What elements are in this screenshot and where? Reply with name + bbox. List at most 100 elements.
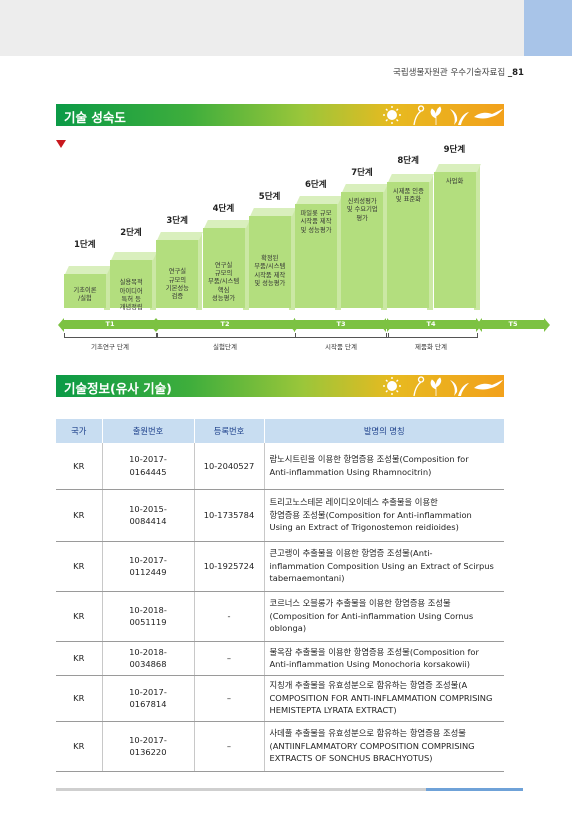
step-description: 연구실 규모의 부품/시스템 핵심 성능평가 bbox=[208, 261, 240, 303]
stage-bar: T4 bbox=[386, 320, 476, 329]
stage-label: T4 bbox=[426, 320, 436, 328]
maturity-staircase: 기초이론 /실험 1단계 실용목적 아이디어 특허 등 개념정립 2단계 연구실 규모의… bbox=[56, 140, 550, 355]
table-row: KR 10-2017- 0112449 10-1925724 큰고랭이 추출물을 이용… bbox=[56, 541, 504, 592]
step-description: 기초이론 /실험 bbox=[73, 286, 97, 303]
cell-registration-no: – bbox=[194, 641, 265, 676]
table-row: KR 10-2017- 0164445 10-2040527 람노시트린을 이용한 항… bbox=[56, 443, 504, 490]
cell-application-no: 10-2017- 0164445 bbox=[102, 443, 195, 490]
maturity-banner: 기술 성숙도 bbox=[56, 104, 504, 126]
cell-invention-title: 코르너스 오블롱가 추출물을 이용한 항염증용 조성물 (Composition… bbox=[264, 591, 504, 642]
step-block bbox=[295, 204, 337, 308]
step-block bbox=[387, 182, 430, 308]
nature-decoration-icon bbox=[383, 105, 503, 126]
step-top bbox=[296, 196, 342, 204]
step-block bbox=[110, 260, 153, 308]
stage-arrow-left bbox=[289, 317, 295, 332]
stage-arrow-right bbox=[544, 317, 550, 332]
cell-application-no: 10-2017- 0112449 bbox=[102, 541, 195, 592]
step-side bbox=[104, 268, 110, 310]
cell-registration-no: 10-2040527 bbox=[194, 443, 265, 490]
step-side bbox=[242, 222, 249, 310]
cell-country: KR bbox=[56, 675, 103, 722]
table-row: KR 10-2017- 0167814– 지칭개 추출물을 유효성분으로 함유하는 … bbox=[56, 675, 504, 722]
footer-rule bbox=[56, 788, 426, 791]
cell-application-no: 10-2017- 0167814 bbox=[102, 675, 195, 722]
step-top bbox=[342, 184, 389, 192]
phase-bracket bbox=[386, 333, 478, 338]
book-title: 국립생물자원관 우수기술자료집 bbox=[393, 68, 506, 78]
stage-label: T5 bbox=[508, 320, 518, 328]
step-description: 연구실 규모의 기본성능 검증 bbox=[165, 268, 189, 301]
stage-bar: T3 bbox=[295, 320, 387, 329]
step-top bbox=[157, 232, 204, 240]
phase-bracket bbox=[64, 333, 158, 338]
table-row: KR 10-2018- 0051119- 코르너스 오블롱가 추출물을 이용한 항염… bbox=[56, 591, 504, 642]
footer-accent bbox=[426, 788, 523, 791]
step-description: 신뢰성평가 및 수요기업 평가 bbox=[346, 198, 378, 222]
cell-country: KR bbox=[56, 591, 103, 642]
step-top bbox=[111, 252, 158, 260]
step-top bbox=[249, 208, 296, 216]
cell-invention-title: 사데풀 추출물을 유효성분으로 함유하는 항염증용 조성물 (ANTIINFLA… bbox=[264, 721, 504, 772]
step-side bbox=[150, 254, 157, 310]
step-side bbox=[335, 198, 341, 310]
stage-arrow-left bbox=[476, 317, 482, 332]
cell-country: KR bbox=[56, 721, 103, 772]
step-label: 8단계 bbox=[397, 156, 419, 166]
step-label: 5단계 bbox=[258, 192, 281, 202]
table-row: KR 10-2015- 0084414 10-1735784 트리고노스테몬 레이디오… bbox=[56, 489, 504, 542]
stage-bar: T5 bbox=[482, 320, 544, 329]
step-block bbox=[64, 274, 106, 308]
step-label: 2단계 bbox=[120, 228, 142, 238]
stage-label: T2 bbox=[220, 320, 230, 328]
stage-arrow-left bbox=[380, 317, 386, 332]
cell-registration-no: - bbox=[194, 591, 265, 642]
cell-application-no: 10-2018- 0051119 bbox=[102, 591, 195, 642]
current-step-marker-icon bbox=[56, 140, 66, 148]
phase-label: 기초연구 단계 bbox=[91, 343, 129, 351]
cell-country: KR bbox=[56, 641, 103, 676]
step-top bbox=[434, 164, 481, 172]
table-row: KR 10-2018- 0034868– 물옥잠 추출물을 이용한 항염증용 조성물… bbox=[56, 641, 504, 676]
page-number: 81 bbox=[512, 68, 524, 78]
step-label: 4단계 bbox=[212, 204, 235, 214]
step-label: 1단계 bbox=[74, 240, 96, 250]
phase-bracket bbox=[156, 333, 296, 338]
step-label: 6단계 bbox=[305, 180, 327, 190]
stage-label: T1 bbox=[105, 320, 115, 328]
stage-bar: T1 bbox=[64, 320, 156, 329]
step-description: 시제품 인증 및 표준화 bbox=[392, 188, 424, 204]
stage-bar: T2 bbox=[156, 320, 294, 329]
top-corner-tab bbox=[524, 0, 572, 56]
step-block bbox=[341, 192, 384, 308]
cell-country: KR bbox=[56, 443, 103, 490]
step-side bbox=[427, 176, 434, 310]
stage-arrow-left bbox=[150, 317, 156, 332]
step-label: 3단계 bbox=[166, 216, 188, 226]
cell-invention-title: 지칭개 추출물을 유효성분으로 함유하는 항염증 조성물(A COMPOSITI… bbox=[264, 675, 504, 722]
cell-invention-title: 트리고노스테몬 레이디오이데스 추출물을 이용한 항염증용 조성물(Compos… bbox=[264, 489, 504, 542]
step-top bbox=[65, 266, 111, 274]
phase-label: 실험단계 bbox=[213, 343, 237, 351]
phase-bracket bbox=[295, 333, 389, 338]
step-side bbox=[473, 166, 480, 310]
table-header-row: 국가 출원번호 등록번호 발명의 명칭 bbox=[56, 419, 504, 443]
running-header: 국립생물자원관 우수기술자료집 _81 bbox=[393, 68, 524, 78]
maturity-title: 기술 성숙도 bbox=[64, 110, 126, 125]
techinfo-banner: 기술정보(유사 기술) bbox=[56, 375, 504, 397]
cell-country: KR bbox=[56, 541, 103, 592]
cell-registration-no: 10-1925724 bbox=[194, 541, 265, 592]
col-application-no: 출원번호 bbox=[102, 419, 195, 443]
nature-decoration-icon bbox=[383, 376, 503, 397]
step-side bbox=[288, 210, 295, 310]
patent-table: 국가 출원번호 등록번호 발명의 명칭 KR 10-2017- 0164445 10… bbox=[56, 419, 504, 772]
cell-invention-title: 큰고랭이 추출물을 이용한 항염증 조성물(Anti- inflammation… bbox=[264, 541, 504, 592]
cell-invention-title: 물옥잠 추출물을 이용한 항염증용 조성물(Composition for An… bbox=[264, 641, 504, 676]
step-description: 확정된 부품/시스템 시작품 제작 및 성능평가 bbox=[254, 255, 286, 288]
step-top bbox=[203, 220, 250, 228]
cell-application-no: 10-2017- 0136220 bbox=[102, 721, 195, 772]
step-label: 7단계 bbox=[351, 168, 373, 178]
phase-label: 시작품 단계 bbox=[325, 343, 357, 351]
stage-arrow-left bbox=[58, 317, 64, 332]
step-block bbox=[248, 216, 291, 308]
